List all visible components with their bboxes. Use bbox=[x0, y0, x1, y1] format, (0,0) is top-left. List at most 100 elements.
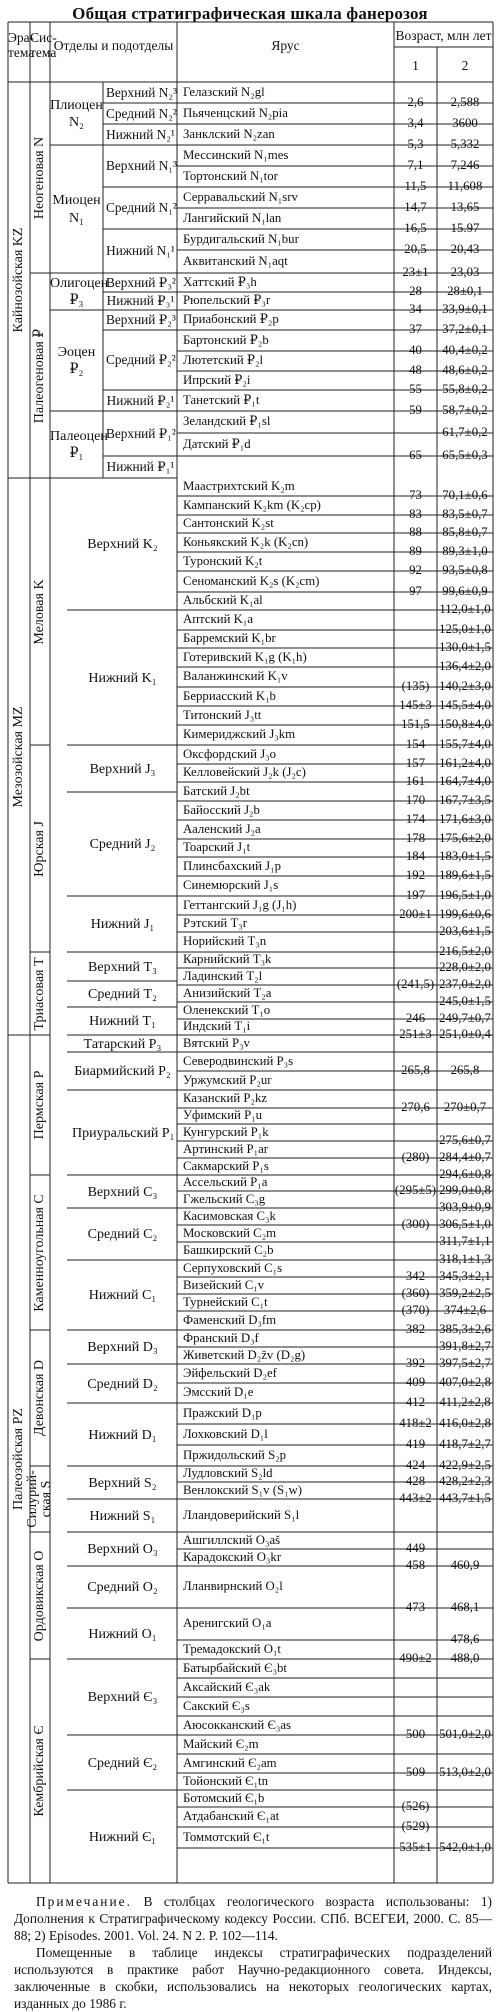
age-col2: 11,608 bbox=[447, 179, 483, 193]
age-col2: 418,7±2,7 bbox=[439, 1437, 491, 1451]
epoch-label: Миоцен N₁ bbox=[52, 193, 101, 226]
stage-label: Франский D₃f bbox=[183, 1330, 259, 1345]
age-col1: 23±1 bbox=[402, 265, 429, 279]
header-series: Отделы и подотделы bbox=[53, 38, 174, 53]
age-col1: 151,5 bbox=[401, 717, 430, 731]
age-col2: 2,588 bbox=[450, 95, 480, 109]
series-label: Нижний N₂¹ bbox=[106, 126, 175, 142]
stage-label: Живетский D₂žv (D₂g) bbox=[183, 1347, 306, 1362]
age-col1: 16,5 bbox=[404, 221, 427, 235]
stage-label: Сакмарский P₁s bbox=[183, 1158, 269, 1173]
series-label: Нижний S₁ bbox=[89, 1508, 156, 1524]
age-col2: 140,2±3,0 bbox=[439, 679, 491, 693]
age-col2: 23,03 bbox=[450, 265, 480, 279]
stage-label: Лохковский D₁l bbox=[183, 1426, 268, 1441]
age-col2: 40,4±0,2 bbox=[442, 343, 488, 357]
age-col1: 3,4 bbox=[407, 116, 424, 130]
table-note: Примечание. В столбцах геологического во… bbox=[14, 1893, 492, 2012]
stage-label: Аренигский O₁a bbox=[183, 1616, 272, 1630]
age-col2: 428,2±2,3 bbox=[439, 1474, 491, 1488]
age-col1: 270,6 bbox=[401, 1100, 430, 1114]
stage-label: Тортонский N₁tor bbox=[183, 168, 278, 183]
age-col1: (529) bbox=[401, 1819, 430, 1833]
stage-label: Танетский ₽₁t bbox=[183, 392, 260, 407]
age-col1: 28 bbox=[409, 284, 422, 298]
series-label: Верхний K₂ bbox=[87, 537, 158, 552]
stage-label: Кампанский K₂km (K₂cp) bbox=[183, 497, 321, 512]
age-col2: 183,0±1,5 bbox=[439, 849, 491, 863]
age-col1: 184 bbox=[405, 849, 426, 863]
header-age: Возраст, млн лет bbox=[395, 28, 492, 43]
age-col2: 249,7±0,7 bbox=[439, 1011, 491, 1025]
series-label: Верхний ₽₁² bbox=[106, 425, 176, 441]
age-col2: 130,0±1,5 bbox=[439, 640, 491, 654]
age-col2: 416,0±2,8 bbox=[439, 1416, 491, 1430]
stage-label: Вятский P₃v bbox=[183, 1035, 250, 1050]
age-col1: 20,5 bbox=[404, 242, 427, 256]
series-label: Верхний N₂³ bbox=[106, 84, 177, 100]
stage-label: Тойонский Є₁tn bbox=[183, 1773, 269, 1788]
age-col2: 28±0,1 bbox=[447, 284, 483, 298]
age-col2: 460,9 bbox=[450, 1558, 480, 1572]
series-label: Верхний O₃ bbox=[87, 1542, 158, 1557]
age-col1: 428 bbox=[405, 1474, 426, 1488]
age-col1: 145±3 bbox=[399, 698, 432, 712]
series-label: Средний O₂ bbox=[87, 1580, 158, 1595]
age-col2: 20,43 bbox=[450, 242, 480, 256]
age-col2: 284,4±0,7 bbox=[439, 1150, 491, 1164]
era-label: Мезозойская MZ bbox=[11, 706, 26, 807]
note-sources: В столбцах геологического возраста испол… bbox=[14, 1894, 492, 1943]
age-col2: 265,8 bbox=[450, 1063, 480, 1077]
series-label: Нижний Є₁ bbox=[88, 1829, 157, 1845]
age-col2: 299,0±0,8 bbox=[439, 1183, 491, 1197]
age-col2: 199,6±0,6 bbox=[439, 907, 491, 921]
age-col1: 55 bbox=[409, 382, 422, 396]
stage-label: Лландоверийский S₁l bbox=[183, 1507, 300, 1522]
age-col2: 70,1±0,6 bbox=[442, 488, 488, 502]
stage-label: Пьяченцский N₂pia bbox=[183, 105, 288, 120]
stage-label: Гжельский C₃g bbox=[183, 1191, 266, 1206]
epoch-label: Палеоцен ₽₁ bbox=[50, 428, 108, 462]
age-col2: 65,5±0,3 bbox=[442, 448, 488, 462]
age-col2: 13,65 bbox=[450, 200, 480, 214]
header-col1: 1 bbox=[412, 58, 419, 73]
age-col1: 5,3 bbox=[407, 137, 424, 151]
age-col2: 294,6±0,8 bbox=[439, 1167, 491, 1181]
age-col2: 196,5±1,0 bbox=[439, 888, 491, 902]
system-label: Каменноугольная C bbox=[32, 1193, 47, 1312]
stage-label: Бурдигальский N₁bur bbox=[183, 231, 299, 246]
stage-label: Казанский P₂kz bbox=[183, 1091, 268, 1105]
age-col2: 203,6±1,5 bbox=[439, 924, 491, 938]
age-col2: 513,0±2,0 bbox=[439, 1765, 491, 1779]
age-col1: 92 bbox=[409, 563, 422, 577]
stage-label: Кунгурский P₁k bbox=[183, 1124, 269, 1139]
stage-label: Готеривский K₁g (K₁h) bbox=[183, 649, 307, 664]
header-col2: 2 bbox=[461, 58, 469, 73]
series-label: Верхний C₃ bbox=[87, 1184, 158, 1200]
stage-label: Касимовская C₃k bbox=[183, 1208, 276, 1223]
header-eonothem: Эра- тема bbox=[8, 30, 35, 60]
series-label: Верхний Є₃ bbox=[87, 1690, 158, 1705]
age-col1: 154 bbox=[405, 737, 426, 751]
stage-label: Ашгиллский O₃aš bbox=[183, 1532, 281, 1547]
stage-label: Тремадокский O₁t bbox=[183, 1641, 281, 1656]
age-col2: 93,5±0,8 bbox=[442, 563, 488, 577]
age-col1: 59 bbox=[409, 403, 422, 417]
age-col2: 385,3±2,6 bbox=[439, 1322, 491, 1336]
age-col2: 89,3±1,0 bbox=[442, 544, 488, 558]
stage-label: Туронский K₂t bbox=[183, 553, 263, 568]
system-label: Пермская P bbox=[32, 1070, 47, 1140]
age-col2: 37,2±0,1 bbox=[442, 322, 488, 336]
age-col1: 500 bbox=[405, 1727, 426, 1741]
stage-label: Берриасский K₁b bbox=[183, 688, 276, 703]
age-col1: (526) bbox=[401, 1799, 430, 1813]
stage-label: Амгинский Є₂am bbox=[183, 1755, 277, 1770]
age-col1: (360) bbox=[401, 1286, 430, 1300]
series-label: Верхний J₃ bbox=[89, 761, 156, 777]
age-col1: 418±2 bbox=[399, 1416, 432, 1430]
age-col2: 136,4±2,0 bbox=[439, 659, 491, 673]
stage-label: Плинсбахский J₁p bbox=[183, 858, 282, 873]
stage-label: Хаттский ₽₃h bbox=[183, 274, 257, 289]
age-col1: 419 bbox=[405, 1437, 426, 1451]
age-col1: 458 bbox=[405, 1558, 426, 1572]
